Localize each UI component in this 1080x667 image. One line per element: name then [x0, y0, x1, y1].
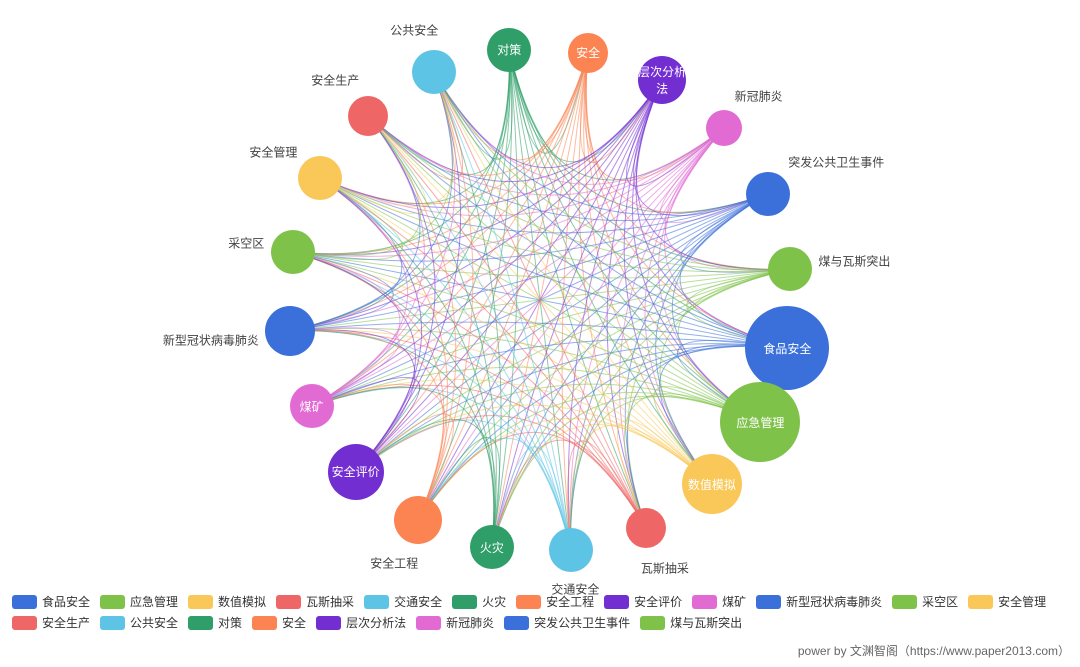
legend-swatch [452, 595, 477, 609]
legend-item[interactable]: 安全管理 [968, 593, 1046, 610]
node-label: 层次分析法 [638, 63, 686, 97]
node-label: 安全评价 [332, 463, 380, 480]
graph-node[interactable] [626, 508, 666, 548]
legend-label: 数值模拟 [218, 593, 266, 610]
legend-item[interactable]: 食品安全 [12, 593, 90, 610]
graph-node[interactable]: 火灾 [470, 525, 514, 569]
legend-swatch [100, 616, 125, 630]
graph-node[interactable] [746, 172, 790, 216]
legend-item[interactable]: 对策 [188, 614, 242, 631]
legend-label: 突发公共卫生事件 [534, 614, 630, 631]
legend-label: 采空区 [922, 593, 958, 610]
legend-label: 煤与瓦斯突出 [670, 614, 742, 631]
legend-swatch [968, 595, 993, 609]
legend-swatch [12, 595, 37, 609]
legend-swatch [692, 595, 717, 609]
legend-label: 安全评价 [634, 593, 682, 610]
legend-label: 安全管理 [998, 593, 1046, 610]
legend-item[interactable]: 煤矿 [692, 593, 746, 610]
legend-swatch [188, 595, 213, 609]
graph-node[interactable]: 层次分析法 [638, 56, 686, 104]
legend-item[interactable]: 层次分析法 [316, 614, 406, 631]
graph-node[interactable] [271, 230, 315, 274]
node-label: 火灾 [480, 539, 504, 556]
legend-swatch [364, 595, 389, 609]
legend-item[interactable]: 采空区 [892, 593, 958, 610]
legend-swatch [504, 616, 529, 630]
legend-label: 安全 [282, 614, 306, 631]
legend-item[interactable]: 新型冠状病毒肺炎 [756, 593, 882, 610]
legend-swatch [604, 595, 629, 609]
legend-swatch [276, 595, 301, 609]
legend-item[interactable]: 瓦斯抽采 [276, 593, 354, 610]
legend-item[interactable]: 火灾 [452, 593, 506, 610]
node-label: 应急管理 [736, 414, 784, 431]
credit-line: power by 文渊智阁（https://www.paper2013.com） [798, 642, 1070, 659]
graph-node[interactable] [348, 96, 388, 136]
graph-node[interactable]: 应急管理 [720, 382, 800, 462]
legend-item[interactable]: 安全工程 [516, 593, 594, 610]
edges-layer [0, 0, 1080, 600]
node-label: 对策 [497, 41, 521, 58]
legend-swatch [516, 595, 541, 609]
legend-swatch [252, 616, 277, 630]
legend-label: 层次分析法 [346, 614, 406, 631]
legend-swatch [316, 616, 341, 630]
legend-swatch [892, 595, 917, 609]
legend-swatch [756, 595, 781, 609]
graph-node[interactable] [768, 247, 812, 291]
graph-node[interactable] [298, 156, 342, 200]
legend-item[interactable]: 公共安全 [100, 614, 178, 631]
graph-node[interactable] [394, 496, 442, 544]
legend-label: 公共安全 [130, 614, 178, 631]
node-label: 安全 [576, 44, 600, 61]
legend-item[interactable]: 安全评价 [604, 593, 682, 610]
legend-swatch [188, 616, 213, 630]
legend-label: 应急管理 [130, 593, 178, 610]
node-label: 食品安全 [763, 340, 811, 357]
credit-prefix: power by [798, 644, 850, 658]
graph-node[interactable]: 安全 [568, 33, 608, 73]
legend-swatch [12, 616, 37, 630]
legend-label: 瓦斯抽采 [306, 593, 354, 610]
legend-label: 交通安全 [394, 593, 442, 610]
graph-node[interactable]: 煤矿 [290, 384, 334, 428]
legend-label: 安全工程 [546, 593, 594, 610]
graph-node[interactable] [412, 50, 456, 94]
legend-item[interactable]: 交通安全 [364, 593, 442, 610]
graph-node[interactable] [265, 306, 315, 356]
legend-swatch [640, 616, 665, 630]
legend-label: 安全生产 [42, 614, 90, 631]
legend-item[interactable]: 煤与瓦斯突出 [640, 614, 742, 631]
legend-label: 煤矿 [722, 593, 746, 610]
chart-legend: 食品安全 应急管理 数值模拟 瓦斯抽采 交通安全 火灾 安全工程 安全评价 煤矿 新型冠状病毒肺炎… [0, 593, 1080, 635]
legend-swatch [416, 616, 441, 630]
legend-item[interactable]: 安全生产 [12, 614, 90, 631]
legend-label: 新冠肺炎 [446, 614, 494, 631]
legend-item[interactable]: 安全 [252, 614, 306, 631]
legend-item[interactable]: 应急管理 [100, 593, 178, 610]
graph-node[interactable]: 食品安全 [745, 306, 829, 390]
legend-item[interactable]: 新冠肺炎 [416, 614, 494, 631]
legend-label: 新型冠状病毒肺炎 [786, 593, 882, 610]
legend-label: 火灾 [482, 593, 506, 610]
legend-item[interactable]: 数值模拟 [188, 593, 266, 610]
legend-label: 食品安全 [42, 593, 90, 610]
graph-node[interactable]: 安全评价 [328, 444, 384, 500]
node-label: 数值模拟 [688, 476, 736, 493]
legend-item[interactable]: 突发公共卫生事件 [504, 614, 630, 631]
network-chart: 对策安全层次分析法新冠肺炎突发公共卫生事件煤与瓦斯突出食品安全应急管理数值模拟瓦… [0, 0, 1080, 600]
legend-swatch [100, 595, 125, 609]
credit-text: 文渊智阁（https://www.paper2013.com） [850, 644, 1070, 658]
graph-node[interactable] [706, 110, 742, 146]
legend-label: 对策 [218, 614, 242, 631]
graph-node[interactable] [549, 528, 593, 572]
graph-node[interactable]: 数值模拟 [682, 454, 742, 514]
node-label: 煤矿 [300, 398, 324, 415]
graph-node[interactable]: 对策 [487, 28, 531, 72]
